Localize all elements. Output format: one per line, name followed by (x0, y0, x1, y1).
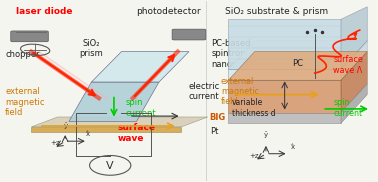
Text: V: V (106, 161, 114, 171)
Polygon shape (341, 41, 367, 80)
Text: spin
current: spin current (333, 98, 363, 118)
FancyBboxPatch shape (11, 31, 48, 42)
Text: SiO₂
prism: SiO₂ prism (79, 39, 103, 58)
Polygon shape (341, 84, 367, 123)
Text: PC: PC (292, 59, 303, 68)
Text: photodetector: photodetector (136, 7, 201, 16)
Text: x̂: x̂ (86, 131, 90, 137)
Text: surface
wave Λ: surface wave Λ (333, 55, 363, 75)
Text: electric
current: electric current (189, 82, 220, 101)
Text: Pt: Pt (210, 127, 218, 136)
Text: +z: +z (50, 140, 60, 146)
Text: external
magnetic
field: external magnetic field (221, 77, 259, 106)
Polygon shape (341, 7, 367, 70)
Text: SiO₂ substrate & prism: SiO₂ substrate & prism (225, 7, 328, 16)
Text: ŷ: ŷ (264, 130, 268, 138)
Polygon shape (228, 112, 341, 123)
Polygon shape (31, 117, 208, 127)
Text: external
magnetic
field: external magnetic field (5, 87, 45, 117)
Text: chopper: chopper (5, 50, 40, 59)
Text: laser diode: laser diode (16, 7, 73, 16)
Polygon shape (228, 41, 367, 70)
Text: ŷ: ŷ (63, 122, 67, 128)
Text: +z: +z (249, 153, 259, 159)
Text: spin
current: spin current (125, 98, 156, 118)
Polygon shape (228, 70, 341, 80)
Text: BIG: BIG (210, 112, 226, 122)
FancyBboxPatch shape (172, 29, 206, 40)
Polygon shape (228, 19, 341, 70)
Polygon shape (341, 52, 367, 112)
Polygon shape (228, 52, 367, 80)
Text: variable
thickness d: variable thickness d (232, 98, 276, 118)
Text: surface
wave: surface wave (118, 123, 156, 143)
Polygon shape (69, 82, 159, 121)
Polygon shape (31, 127, 181, 132)
Text: x̂: x̂ (290, 144, 294, 150)
Text: PC-based
spintronic
nanostructure: PC-based spintronic nanostructure (212, 39, 271, 69)
Polygon shape (91, 52, 189, 82)
Polygon shape (228, 80, 341, 112)
